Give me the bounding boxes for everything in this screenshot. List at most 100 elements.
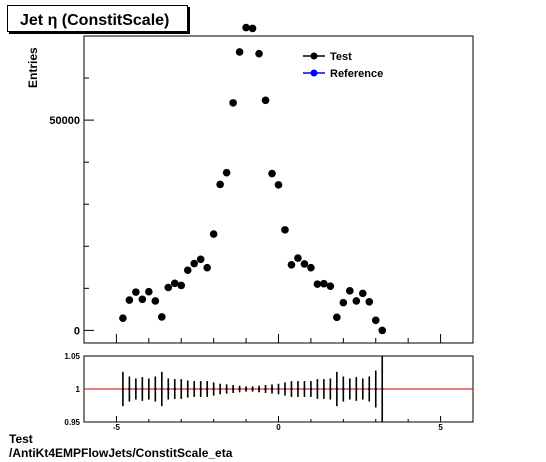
ratio-data-point [329,387,332,391]
ratio-data-points [121,356,384,422]
test-data-point [203,263,211,272]
ratio-data-point [368,387,371,391]
test-data-point [190,259,199,268]
ratio-data-point [134,387,138,391]
main-data-points [119,23,387,335]
test-data-point [287,260,296,269]
ratio-data-point [322,387,326,391]
ratio-data-point [141,387,144,391]
page-title: Jet η (ConstitScale) [20,12,170,29]
test-data-point [151,297,160,305]
test-data-point [170,279,179,288]
ratio-data-point [309,387,313,391]
title-box: Jet η (ConstitScale) [7,5,188,32]
test-data-point [300,260,309,268]
ratio-data-point [238,387,241,391]
legend-marker [310,69,318,77]
test-data-point [138,295,147,304]
test-data-point [177,281,186,290]
ratio-x-axis: -5 0 5 [83,416,474,432]
ratio-data-point [193,387,196,391]
ratio-x-tick-label: 5 [438,423,443,432]
ratio-data-point [264,387,267,391]
y-tick-label: 50000 [49,115,80,127]
test-data-point [294,254,302,262]
ratio-x-tick-label: -5 [113,423,121,432]
test-data-point [339,298,348,307]
test-data-point [326,282,335,291]
ratio-data-point [361,387,364,391]
test-data-point [268,169,276,178]
ratio-data-point [173,387,176,391]
ratio-data-point [186,387,189,391]
test-data-point [365,297,374,306]
test-data-point [242,23,250,32]
ratio-data-point [212,387,215,391]
test-data-point [274,181,283,189]
ratio-data-point [154,387,157,391]
test-data-point [158,313,166,321]
main-x-axis [83,334,474,343]
ratio-data-point [128,387,131,391]
ratio-y-tick-label: 1.05 [64,352,80,361]
test-data-point [378,326,387,335]
ratio-data-point [199,387,202,391]
test-data-point [313,280,322,288]
test-data-point [235,48,244,56]
test-data-point [164,283,173,292]
test-data-point [132,288,140,296]
test-data-point [281,226,289,234]
legend-entry: Test [330,51,352,63]
ratio-data-point [257,387,261,391]
ratio-data-point [147,387,151,391]
test-data-point [371,316,380,325]
ratio-data-point [244,387,248,391]
test-data-point [248,24,257,33]
ratio-data-point [303,387,306,391]
ratio-data-point [121,387,125,391]
ratio-y-tick-label: 0.95 [64,418,80,427]
ratio-data-point [381,387,384,391]
test-data-point [222,168,231,177]
test-data-point [119,314,127,322]
ratio-data-point [277,387,280,391]
ratio-data-point [283,387,287,391]
test-data-point [320,279,328,288]
ratio-data-point [205,387,209,391]
ratio-data-point [167,387,170,391]
ratio-x-tick-label: 0 [276,423,281,432]
test-data-point [358,289,367,298]
ratio-data-point [296,387,300,391]
test-data-point [352,297,361,305]
ratio-y-tick-label: 1 [76,385,81,394]
test-data-point [125,296,134,304]
test-data-point [209,230,218,238]
legend-marker [310,52,318,60]
legend-entry: Reference [330,68,383,80]
test-data-point [307,263,315,272]
ratio-data-point [218,387,222,391]
test-data-point [196,255,205,264]
test-data-point [183,266,192,275]
ratio-data-point [290,387,293,391]
footer-label-test: Test [9,432,33,446]
test-data-point [216,180,224,189]
ratio-data-point [180,387,183,391]
test-data-point [333,313,341,322]
ratio-data-point [270,387,274,391]
main-y-axis: 0 50000 [49,35,94,337]
ratio-data-point [374,387,377,391]
test-data-point [229,99,237,107]
ratio-data-point [251,387,254,391]
ratio-data-point [160,387,163,391]
test-data-point [255,49,263,58]
ratio-data-point [335,387,339,391]
footer-label-path: /AntiKt4EMPFlowJets/ConstitScale_eta [9,446,233,460]
test-data-point [346,287,354,295]
ratio-data-point [342,387,345,391]
test-data-point [145,287,153,296]
y-tick-label: 0 [74,325,80,337]
ratio-data-point [355,387,358,391]
